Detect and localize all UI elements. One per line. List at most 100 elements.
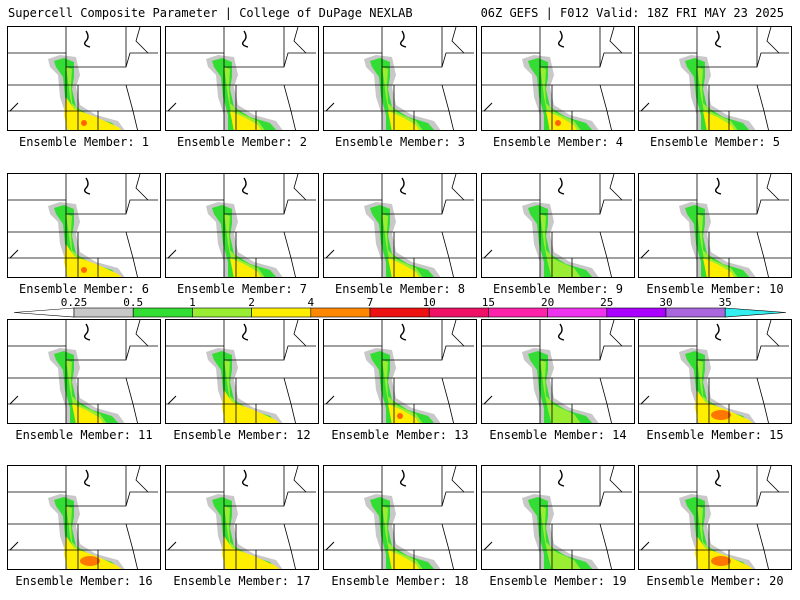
ensemble-map-panel-8: [323, 173, 477, 278]
scp-contour-lime: [540, 506, 581, 569]
colorbar-bin-0.25: [73, 307, 134, 318]
river-line: [241, 177, 249, 195]
colorbar-bin-4: [310, 307, 371, 318]
ensemble-member-label: Ensemble Member: 17: [173, 574, 311, 588]
colorbar-tick-label: 7: [367, 296, 374, 309]
scp-map-1: [8, 27, 160, 130]
colorbar-tick-label: 4: [307, 296, 314, 309]
state-borders: [8, 27, 160, 130]
colorbar-tick-label: 0.25: [61, 296, 88, 309]
colorbar-tick-label: 1: [189, 296, 196, 309]
colorbar-bin-0.5: [132, 307, 193, 318]
river-line: [557, 469, 565, 487]
state-borders: [482, 174, 634, 277]
colorbar-bin-10: [428, 307, 489, 318]
ensemble-member-label: Ensemble Member: 9: [492, 282, 624, 296]
ensemble-map-panel-5: [638, 26, 792, 131]
coast-line: [9, 541, 19, 551]
ensemble-map-panel-3: [323, 26, 477, 131]
scp-contour-yellow: [703, 111, 734, 130]
scp-map-19: [482, 466, 634, 569]
scp-contour-yellow-wide: [695, 390, 753, 423]
chart-title: Supercell Composite Parameter | College …: [8, 6, 413, 20]
river-line: [557, 177, 565, 195]
scp-map-20: [639, 466, 791, 569]
scp-local-max: [81, 267, 87, 273]
ensemble-map-panel-11: [7, 319, 161, 424]
scp-map-18: [324, 466, 476, 569]
colorbar-bin-25: [606, 307, 667, 318]
ensemble-member-label: Ensemble Member: 19: [489, 574, 627, 588]
river-line: [83, 30, 91, 48]
scp-contour-yellow: [230, 258, 261, 277]
river-line: [241, 30, 249, 48]
coast-line: [483, 541, 493, 551]
ensemble-member-label: Ensemble Member: 15: [646, 428, 784, 442]
colorbar-tick-label: 15: [482, 296, 495, 309]
ensemble-member-label: Ensemble Member: 3: [334, 135, 466, 149]
scp-map-5: [639, 27, 791, 130]
ensemble-map-panel-2: [165, 26, 319, 131]
colorbar-bin-7: [369, 307, 430, 318]
scp-map-11: [8, 320, 160, 423]
scp-contour-lime: [540, 214, 581, 277]
ensemble-map-panel-4: [481, 26, 635, 131]
river-line: [399, 30, 407, 48]
scp-local-max: [81, 120, 87, 126]
colorbar-bin-1: [192, 307, 252, 318]
state-borders: [482, 27, 634, 130]
colorbar-tick-label: 25: [600, 296, 613, 309]
scp-contour-yellow: [72, 404, 103, 423]
ensemble-member-label: Ensemble Member: 6: [18, 282, 150, 296]
scp-map-9: [482, 174, 634, 277]
river-line: [557, 30, 565, 48]
scp-contour-yellow: [703, 258, 734, 277]
ensemble-map-panel-19: [481, 465, 635, 570]
ensemble-member-label: Ensemble Member: 8: [334, 282, 466, 296]
ensemble-member-label: Ensemble Member: 5: [649, 135, 781, 149]
state-borders: [8, 466, 160, 569]
ensemble-member-label: Ensemble Member: 20: [646, 574, 784, 588]
coast-line: [325, 249, 335, 259]
ensemble-map-panel-18: [323, 465, 477, 570]
state-borders: [639, 174, 791, 277]
scp-map-15: [639, 320, 791, 423]
scp-map-6: [8, 174, 160, 277]
scp-contour-orange: [80, 556, 100, 566]
ensemble-member-label: Ensemble Member: 11: [15, 428, 153, 442]
scp-contour-yellow-wide: [695, 536, 753, 569]
ensemble-map-panel-6: [7, 173, 161, 278]
coast-line: [640, 102, 650, 112]
coast-line: [167, 249, 177, 259]
ensemble-map-panel-13: [323, 319, 477, 424]
river-line: [399, 323, 407, 341]
river-line: [714, 177, 722, 195]
ensemble-map-panel-7: [165, 173, 319, 278]
state-borders: [8, 320, 160, 423]
state-borders: [324, 320, 476, 423]
scp-map-7: [166, 174, 318, 277]
scp-contour-yellow: [388, 550, 419, 569]
colorbar-bin-30: [665, 307, 726, 318]
river-line: [241, 469, 249, 487]
ensemble-member-label: Ensemble Member: 10: [646, 282, 784, 296]
colorbar-tick-label: 30: [659, 296, 672, 309]
ensemble-map-panel-12: [165, 319, 319, 424]
state-borders: [482, 466, 634, 569]
ensemble-member-label: Ensemble Member: 4: [492, 135, 624, 149]
coast-line: [325, 541, 335, 551]
scp-contour-yellow: [388, 404, 419, 423]
ensemble-member-label: Ensemble Member: 16: [15, 574, 153, 588]
scp-contour-yellow: [546, 111, 577, 130]
state-borders: [324, 174, 476, 277]
state-borders: [324, 27, 476, 130]
state-borders: [639, 320, 791, 423]
scp-contour-yellow: [388, 258, 419, 277]
coast-line: [167, 541, 177, 551]
scp-contour-orange: [711, 556, 731, 566]
river-line: [83, 323, 91, 341]
ensemble-member-label: Ensemble Member: 13: [331, 428, 469, 442]
colorbar-tick-label: 10: [423, 296, 436, 309]
ensemble-map-panel-14: [481, 319, 635, 424]
coast-line: [9, 249, 19, 259]
